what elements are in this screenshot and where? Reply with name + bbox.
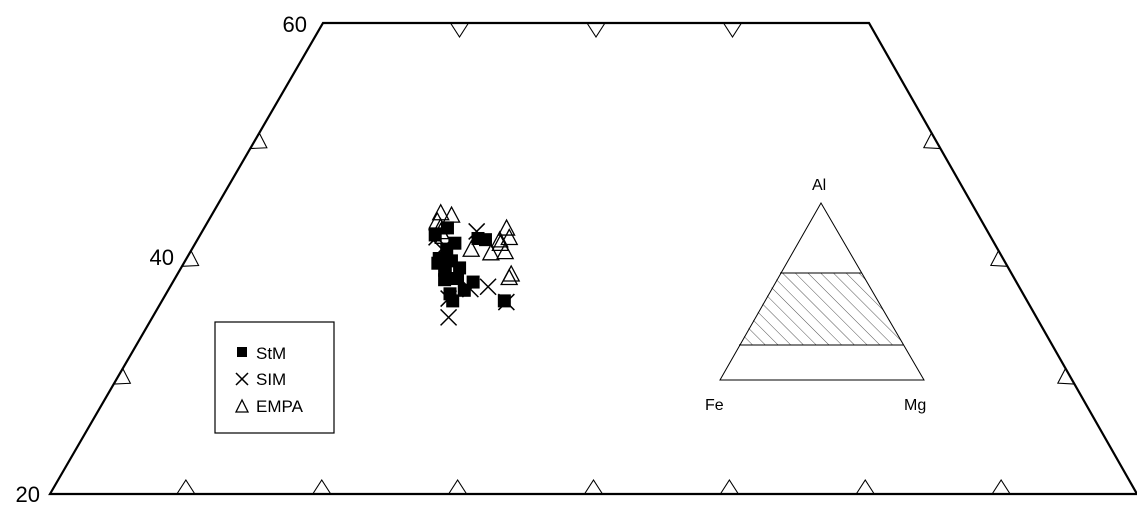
tick-bottom-2 (312, 478, 332, 495)
point-sim-3 (461, 280, 479, 298)
point-sim-8 (479, 278, 497, 296)
inset-triangle (719, 201, 925, 381)
point-empa-7 (462, 239, 481, 257)
inset-label-fe: Fe (705, 397, 724, 414)
tick-top-1 (450, 22, 469, 39)
point-empa-15 (500, 228, 519, 246)
tick-left-1 (113, 368, 132, 385)
legend-marker-stm (237, 347, 247, 357)
legend-label-sim: SIM (256, 370, 286, 389)
point-empa-14 (497, 218, 516, 236)
data-points (428, 203, 521, 326)
tick-bottom-5 (719, 478, 739, 495)
tick-left-2 (181, 250, 200, 267)
tick-right-1 (1056, 368, 1075, 385)
legend-marker-sim (235, 372, 249, 386)
point-sim-5 (468, 222, 486, 240)
inset-hatched-band (739, 273, 904, 345)
legend: StM SIM EMPA (214, 321, 335, 434)
point-empa-2 (442, 205, 461, 223)
tick-bottom-6 (855, 478, 875, 495)
tick-top-2 (586, 22, 606, 39)
inset-label-mg: Mg (904, 397, 926, 414)
tick-bottom-4 (584, 478, 603, 495)
legend-label-empa: EMPA (256, 397, 304, 416)
plot-frame (48, 21, 1137, 496)
tick-right-2 (989, 250, 1008, 267)
tick-bottom-7 (991, 478, 1011, 495)
point-sim-4 (497, 293, 515, 311)
frame-ticks (113, 22, 1075, 495)
point-stm-5 (448, 236, 462, 250)
point-empa-6 (434, 226, 453, 244)
tick-bottom-1 (176, 478, 196, 495)
inset-label-al: Al (812, 177, 826, 194)
legend-box (214, 321, 335, 434)
tick-bottom-3 (448, 478, 468, 495)
legend-marker-empa (234, 398, 250, 413)
al-tick-label-20: 20 (16, 482, 40, 507)
al-tick-label-40: 40 (150, 245, 174, 270)
inset-ternary-diagram: Al Fe Mg (705, 177, 926, 414)
tick-left-3 (250, 132, 268, 150)
point-stm-20 (444, 272, 458, 286)
tick-right-3 (922, 132, 941, 150)
point-sim-2 (440, 290, 458, 308)
point-empa-10 (496, 242, 515, 260)
tick-top-3 (723, 22, 742, 39)
legend-label-stm: StM (256, 344, 286, 363)
al-tick-label-60: 60 (283, 12, 307, 37)
point-empa-11 (491, 233, 510, 252)
point-empa-8 (481, 243, 500, 261)
point-empa-13 (502, 264, 521, 282)
point-stm-9 (446, 294, 460, 308)
point-sim-1 (440, 308, 458, 326)
